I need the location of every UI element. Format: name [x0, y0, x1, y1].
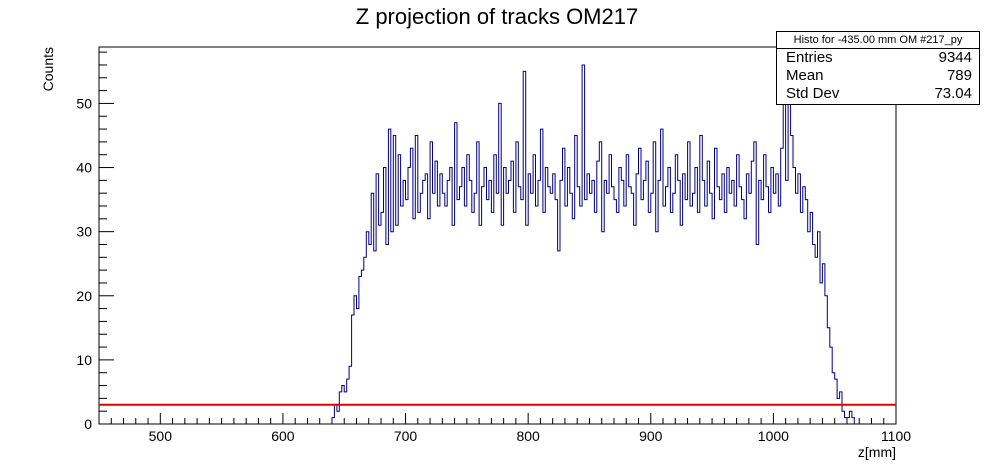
y-tick-label: 20: [76, 288, 92, 304]
y-tick-label: 40: [76, 160, 92, 176]
stats-label: Entries: [786, 49, 833, 66]
x-tick-label: 900: [639, 428, 663, 444]
x-axis-label: z[mm]: [858, 444, 896, 460]
stats-value: 9344: [938, 49, 972, 66]
x-tick-label: 500: [149, 428, 173, 444]
stats-row: Std Dev 73.04: [777, 85, 979, 103]
stats-row: Entries 9344: [777, 49, 979, 67]
y-axis-label: Counts: [40, 47, 56, 91]
plot-frame: [98, 46, 897, 425]
x-tick-label: 700: [394, 428, 418, 444]
axis-ticks: [98, 51, 897, 425]
y-tick-labels: 0 10 20 30 40 50: [76, 95, 92, 432]
stats-title: Histo for -435.00 mm OM #217_py: [777, 32, 979, 49]
x-tick-label: 800: [516, 428, 540, 444]
histogram-series: [331, 64, 855, 424]
y-tick-label: 30: [76, 224, 92, 240]
stats-label: Mean: [786, 67, 824, 84]
y-tick-label: 0: [84, 416, 92, 432]
stats-value: 789: [946, 67, 972, 84]
x-tick-labels: 500 600 700 800 900 1000 1100: [149, 428, 912, 444]
x-tick-label: 600: [271, 428, 295, 444]
stats-rows: Entries 9344 Mean 789 Std Dev 73.04: [777, 49, 979, 103]
stats-row: Mean 789: [777, 67, 979, 85]
stats-box: Histo for -435.00 mm OM #217_py Entries 9…: [776, 31, 980, 105]
y-tick-label: 50: [76, 95, 92, 111]
stats-label: Std Dev: [786, 85, 840, 102]
chart-title: Z projection of tracks OM217: [356, 4, 638, 29]
x-tick-label: 1100: [881, 428, 911, 444]
stats-value: 73.04: [934, 85, 972, 102]
x-tick-label: 1000: [758, 428, 789, 444]
y-tick-label: 10: [76, 352, 92, 368]
